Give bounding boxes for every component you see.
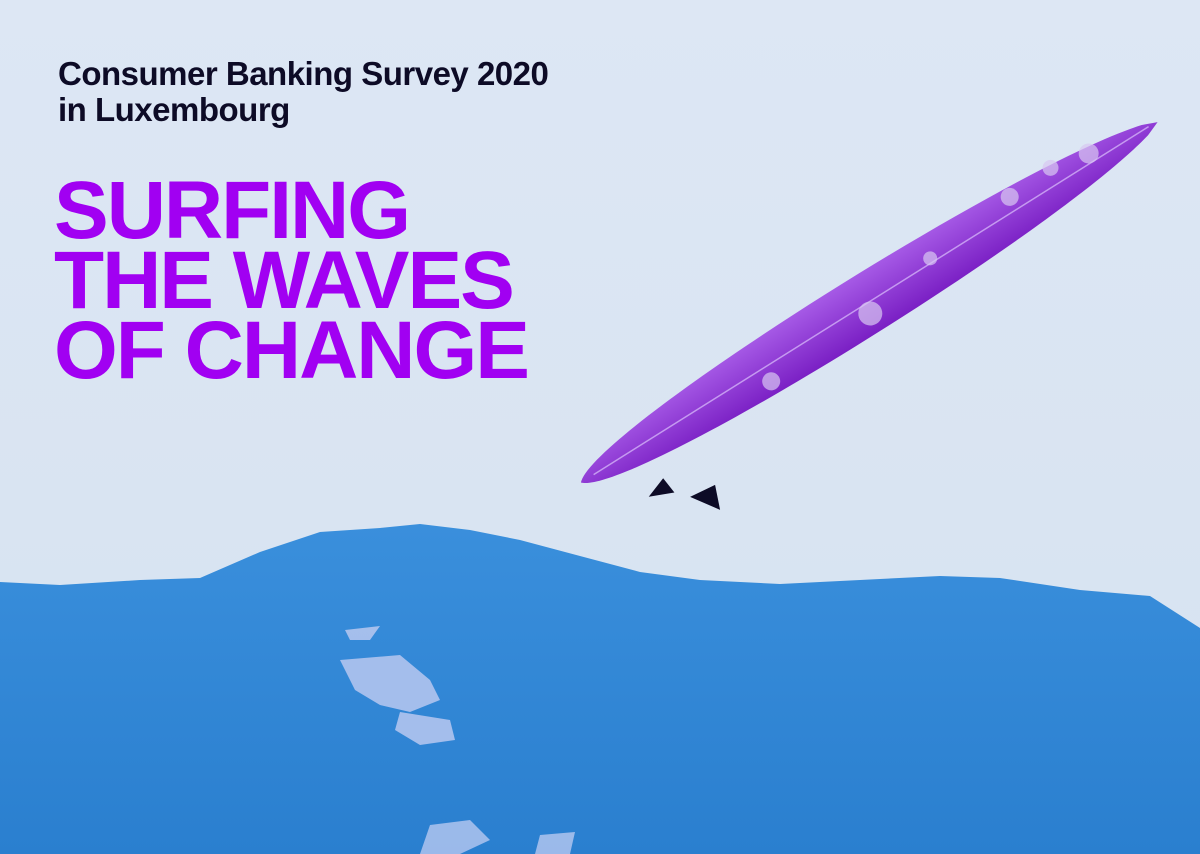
surfboard <box>580 122 1158 510</box>
subtitle-line-2: in Luxembourg <box>58 91 290 128</box>
ocean-wave <box>0 524 1200 854</box>
report-headline: SURFING THE WAVES OF CHANGE <box>54 165 530 396</box>
headline-line-3: OF CHANGE <box>54 305 530 396</box>
headline-line-1: SURFING <box>54 165 411 256</box>
subtitle-line-1: Consumer Banking Survey 2020 <box>58 55 549 92</box>
report-subtitle: Consumer Banking Survey 2020 in Luxembou… <box>58 55 549 128</box>
headline-line-2: THE WAVES <box>54 235 515 326</box>
